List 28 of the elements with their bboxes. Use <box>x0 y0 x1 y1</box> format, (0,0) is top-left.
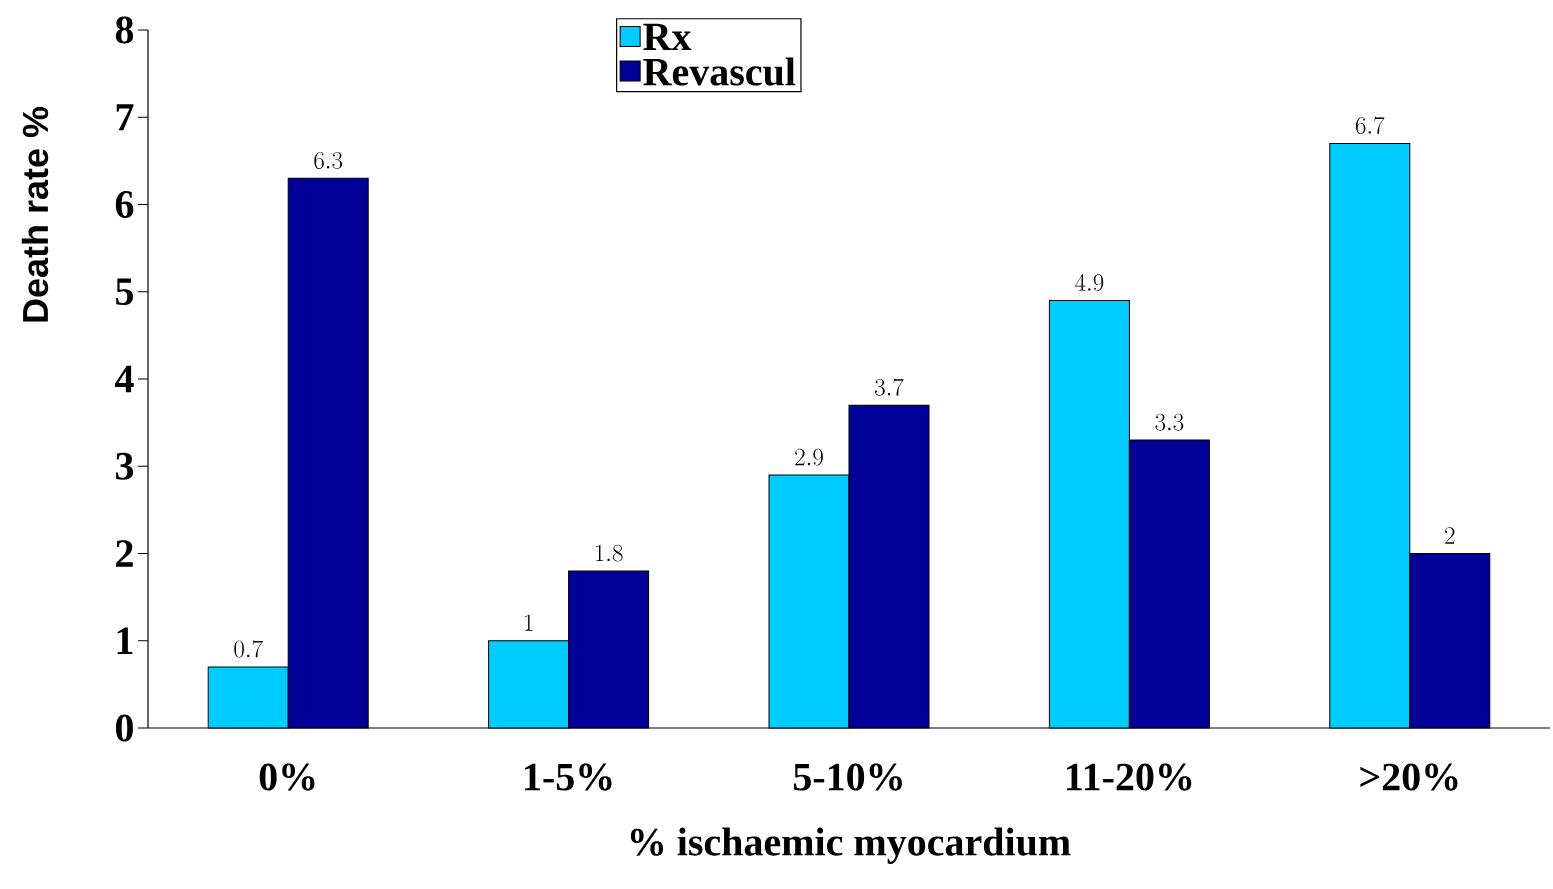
y-tick-label: 1 <box>117 627 133 654</box>
y-tick-label: 5 <box>116 278 134 306</box>
y-tick-label: 3 <box>115 452 134 480</box>
legend-label: Rx <box>643 23 692 50</box>
y-tick-label: 4 <box>115 365 134 393</box>
data-label: 2.9 <box>795 448 823 466</box>
data-label: 3.3 <box>1155 413 1184 431</box>
data-label: 1 .8 <box>595 544 623 562</box>
x-tick-label: >20% <box>1360 763 1458 791</box>
x-tick-label: 0% <box>259 763 315 791</box>
x-tick-label: 5-10% <box>793 763 902 791</box>
x-tick-label: 11-20% <box>1067 763 1192 791</box>
data-label: 3.7 <box>875 378 904 396</box>
data-label: 6.3 <box>314 152 343 169</box>
data-label: 2 <box>1445 527 1455 544</box>
y-tick-label: 6 <box>115 191 134 218</box>
x-axis-title: % ischaemic myocardium <box>630 827 1071 864</box>
data-label: 1 <box>525 614 533 631</box>
data-label: 6.7 <box>1355 116 1385 134</box>
y-tick-label: 0 <box>115 714 133 742</box>
y-axis-title: Death rate % <box>21 106 49 322</box>
data-label: 0.7 <box>234 640 263 658</box>
y-tick-label: 7 <box>116 104 134 131</box>
legend-label: Revascul <box>643 57 796 86</box>
y-tick-label: 2 <box>116 540 133 567</box>
x-tick-label: 1-5% <box>525 763 612 791</box>
y-tick-label: 8 <box>115 16 134 44</box>
data-label: 4.9 <box>1075 274 1104 292</box>
